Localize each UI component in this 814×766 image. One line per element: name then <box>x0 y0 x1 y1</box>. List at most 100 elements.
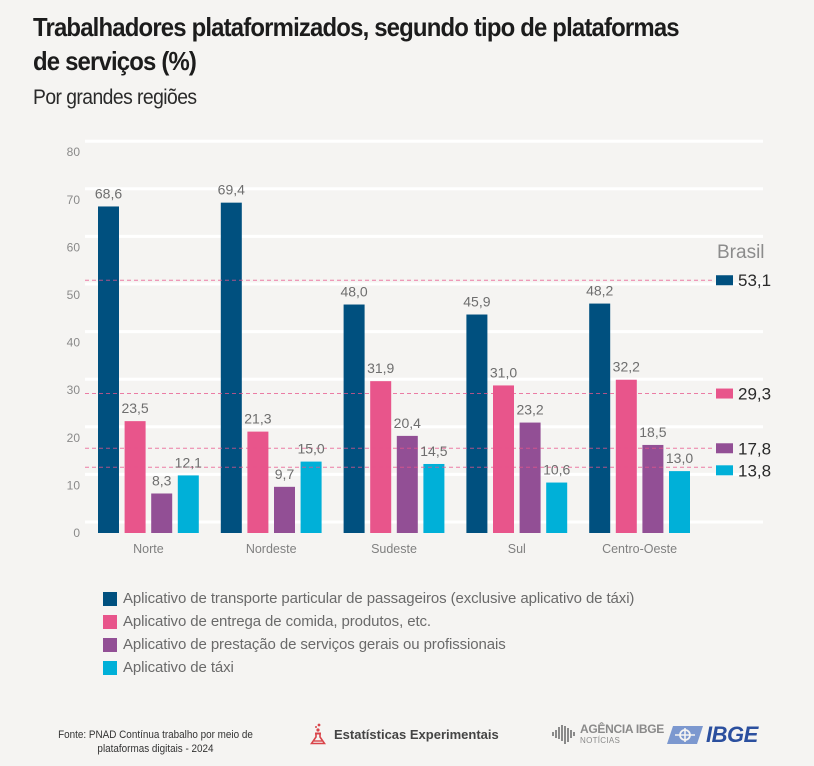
category-labels: Norte Nordeste Sudeste Sul Centro-Oeste <box>133 542 677 556</box>
bar <box>151 493 173 533</box>
brasil-swatch <box>716 465 733 476</box>
y-tick-label: 10 <box>67 478 81 492</box>
brasil-swatch <box>716 388 733 399</box>
value-label: 21,3 <box>244 411 271 427</box>
value-label: 20,4 <box>394 415 421 431</box>
legend-swatch <box>103 591 117 606</box>
y-tick-label: 50 <box>67 288 81 302</box>
category-label: Norte <box>133 542 164 556</box>
legend-item-entrega: Aplicativo de entrega de comida, produto… <box>103 610 634 633</box>
brasil-value: 13,8 <box>738 461 771 480</box>
value-label: 18,5 <box>639 424 666 440</box>
legend-swatch <box>103 660 117 675</box>
value-label: 12,1 <box>175 454 202 470</box>
y-tick-label: 40 <box>67 336 81 350</box>
brasil-legend: Brasil 53,1 29,3 17,8 13,8 <box>716 242 771 480</box>
value-label: 45,9 <box>463 294 490 310</box>
bar <box>274 486 295 533</box>
bar <box>98 206 119 534</box>
value-label: 48,0 <box>340 284 367 300</box>
bar <box>300 461 322 533</box>
legend-item-servicos: Aplicativo de prestação de serviços gera… <box>103 633 634 656</box>
bar <box>669 471 690 533</box>
bar <box>493 385 514 533</box>
brasil-value: 29,3 <box>738 385 771 404</box>
value-label: 68,6 <box>95 185 122 201</box>
legend-label: Aplicativo de transporte particular de p… <box>123 590 635 607</box>
bar <box>589 303 611 533</box>
value-label: 23,5 <box>121 400 148 416</box>
value-labels: 68,6 23,5 8,312,1 69,4 21,3 9,715,0 48,0 31,9 20… <box>95 182 693 489</box>
experimental-statistics-label: Estatísticas Experimentais <box>334 726 499 742</box>
legend-swatch <box>103 614 117 629</box>
brasil-swatch <box>716 443 733 454</box>
legend-label: Aplicativo de táxi <box>123 659 234 676</box>
chart-title-line-1: Trabalhadores plataformizados, segundo t… <box>33 12 680 42</box>
source-line-1: Fonte: PNAD Contínua trabalho por meio d… <box>58 729 253 741</box>
legend-swatch <box>103 637 117 652</box>
experimental-statistics-logo: Estatísticas Experimentais <box>310 723 499 745</box>
bar <box>177 475 199 533</box>
brasil-value: 17,8 <box>738 439 771 458</box>
bar <box>546 482 568 533</box>
brasil-swatch <box>716 275 733 286</box>
agencia-ibge-title: AGÊNCIA IBGE <box>580 722 664 736</box>
chart-title-line-2: de serviços (%) <box>33 46 197 76</box>
y-axis-ticks: 0 10 20 30 40 50 60 70 80 <box>67 145 81 540</box>
value-label: 23,2 <box>516 402 543 418</box>
bar <box>615 379 637 533</box>
y-tick-label: 60 <box>67 240 81 254</box>
value-label: 15,0 <box>297 441 324 457</box>
bar <box>642 444 664 533</box>
source-note: Fonte: PNAD Contínua trabalho por meio d… <box>52 728 259 756</box>
y-tick-label: 0 <box>73 526 80 540</box>
bar <box>396 435 418 533</box>
category-label: Nordeste <box>246 542 297 556</box>
legend-item-taxi: Aplicativo de táxi <box>103 656 634 679</box>
bar <box>466 314 488 533</box>
bar-chart: 0 10 20 30 40 50 60 70 80 68,6 23,5 8,312,1 69,4 21,… <box>67 139 771 556</box>
ibge-wordmark: IBGE <box>706 722 758 747</box>
chart-title: Trabalhadores plataformizados, segundo t… <box>33 10 732 78</box>
agencia-ibge-text: AGÊNCIA IBGE NOTÍCIAS <box>580 722 664 746</box>
brazil-map-bars-icon <box>552 725 575 744</box>
category-label: Sudeste <box>371 542 417 556</box>
legend: Aplicativo de transporte particular de p… <box>103 587 634 679</box>
value-label: 48,2 <box>586 283 613 299</box>
value-label: 32,2 <box>613 359 640 375</box>
bar <box>519 422 541 533</box>
value-label: 31,9 <box>367 360 394 376</box>
bar <box>343 304 365 533</box>
value-label: 31,0 <box>490 364 517 380</box>
category-label: Centro-Oeste <box>602 542 677 556</box>
legend-label: Aplicativo de prestação de serviços gera… <box>123 636 506 653</box>
value-label: 8,3 <box>152 472 172 488</box>
flask-icon <box>310 723 326 745</box>
y-tick-label: 20 <box>67 431 81 445</box>
value-label: 10,6 <box>543 462 570 478</box>
ibge-emblem-icon <box>667 726 703 744</box>
value-label: 69,4 <box>218 182 245 198</box>
value-label: 14,5 <box>420 443 447 459</box>
category-label: Sul <box>508 542 526 556</box>
bar <box>124 421 146 533</box>
bar <box>370 381 392 533</box>
agencia-ibge-logo: AGÊNCIA IBGE NOTÍCIAS <box>552 722 664 746</box>
brasil-legend-title: Brasil <box>717 242 765 263</box>
bar <box>423 463 445 533</box>
bar <box>247 431 269 533</box>
bar <box>220 202 242 533</box>
y-tick-label: 30 <box>67 383 81 397</box>
agencia-ibge-subtitle: NOTÍCIAS <box>580 736 621 745</box>
value-label: 13,0 <box>666 450 693 466</box>
bars <box>98 202 690 534</box>
value-label: 9,7 <box>275 466 295 482</box>
gridlines <box>85 139 763 524</box>
source-line-2: plataformas digitais - 2024 <box>97 743 214 755</box>
legend-item-transporte: Aplicativo de transporte particular de p… <box>103 587 634 610</box>
ibge-logo: IBGE <box>667 722 758 748</box>
y-tick-label: 70 <box>67 193 81 207</box>
y-tick-label: 80 <box>67 145 81 159</box>
chart-subtitle: Por grandes regiões <box>33 86 197 109</box>
brasil-value: 53,1 <box>738 271 771 290</box>
